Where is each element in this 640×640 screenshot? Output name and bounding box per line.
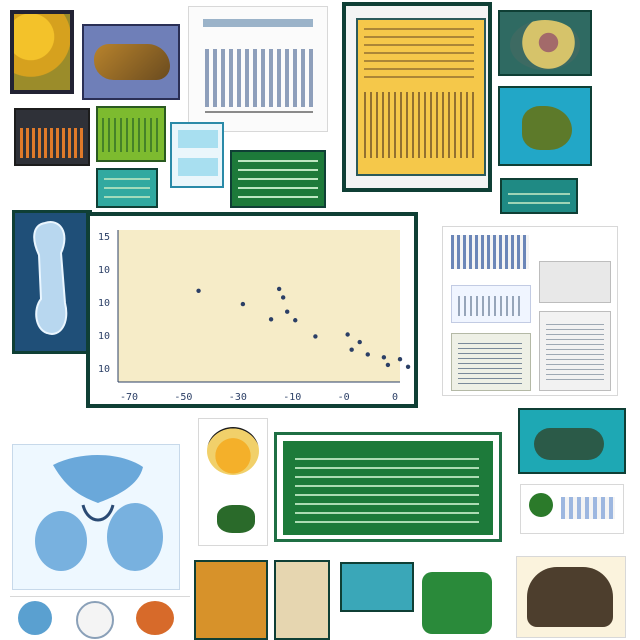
scatter-point: [285, 309, 290, 314]
x-tick-label: -0: [338, 392, 350, 403]
scatter-point: [276, 286, 282, 292]
scatter-point: [397, 357, 403, 362]
thumb-green-specimen: [498, 10, 592, 76]
x-tick-label: -10: [283, 392, 301, 403]
y-tick-label: 10: [98, 265, 110, 276]
x-tick-label: 0: [392, 392, 398, 403]
x-tick-label: -30: [229, 392, 247, 403]
scatter-point: [293, 318, 298, 323]
scatter-chart-panel: 15 10 10 10 10 -70 -50 -30 -10 -0 0: [86, 212, 418, 408]
scatter-point: [345, 332, 350, 337]
thumb-bottom-left-strip: [10, 596, 190, 640]
bone-illustration: [33, 221, 68, 335]
thumb-blue-card: [170, 122, 224, 188]
plot-area: [118, 230, 400, 382]
scatter-point: [313, 334, 318, 339]
scatter-point: [280, 295, 286, 300]
scatter-point: [196, 288, 201, 293]
scatter-point: [357, 339, 362, 345]
thumb-orange-document: [342, 2, 492, 192]
y-tick-label: 15: [98, 232, 110, 243]
scatter-point: [365, 352, 370, 357]
thumb-teal-text: [96, 168, 158, 208]
y-tick-label: 10: [98, 331, 110, 342]
thumb-yellow-honeycomb: [10, 10, 74, 94]
thumb-green-bars: [96, 106, 166, 162]
thumb-lizard-photo: [82, 24, 180, 100]
y-tick-label: 10: [98, 298, 110, 309]
thumb-small-green: [520, 484, 624, 534]
thumb-teal-specimen: [498, 86, 592, 166]
x-tick-label: -50: [174, 392, 192, 403]
scatter-point: [381, 355, 387, 360]
thumb-bone-panel: [12, 210, 92, 354]
y-tick-label: 10: [98, 364, 110, 375]
x-tick-label: -70: [120, 392, 138, 403]
lung-illustration: [35, 455, 163, 571]
thumb-bottom-row: [190, 554, 636, 640]
scatter-point: [240, 301, 246, 307]
scatter-point: [405, 364, 411, 369]
thumb-lung-illustration: [12, 444, 180, 590]
thumb-teal-label: [500, 178, 578, 214]
thumb-blue-bean: [518, 408, 626, 474]
thumb-dashboard-collage: [442, 226, 618, 396]
scatter-point: [385, 362, 391, 368]
thumb-skull-illustration: [198, 418, 268, 546]
thumb-orange-bars: [14, 108, 90, 166]
thumb-green-table: [230, 150, 326, 208]
scatter-point: [268, 317, 274, 322]
scatter-plot: 15 10 10 10 10 -70 -50 -30 -10 -0 0: [98, 230, 411, 403]
thumb-bar-chart-page: [188, 6, 328, 132]
scatter-point: [349, 347, 354, 352]
green-text-panel: [274, 432, 502, 542]
